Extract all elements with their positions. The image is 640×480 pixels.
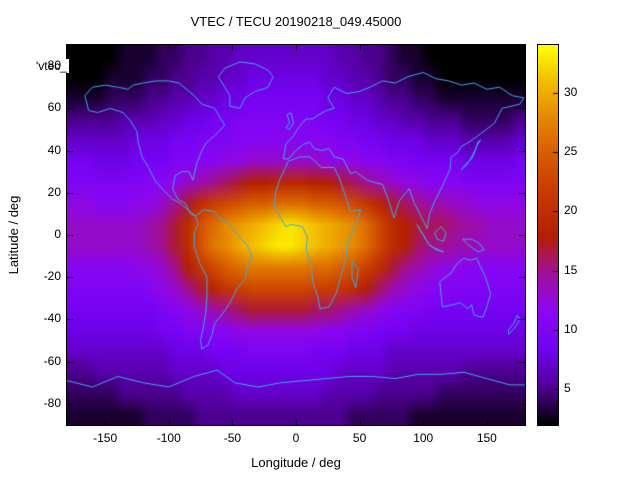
- x-tick-label: -100: [156, 431, 181, 445]
- y-tick-label: 80: [47, 58, 61, 73]
- y-tick-label: 0: [54, 227, 61, 241]
- colorbar-canvas: [538, 45, 558, 425]
- y-tick-label: 40: [47, 142, 61, 157]
- colorbar-tick-label: 15: [564, 262, 578, 277]
- heatmap-canvas: [67, 45, 525, 425]
- chart-title: VTEC / TECU 20190218_049.45000: [190, 14, 402, 29]
- colorbar-tick-label: 20: [564, 203, 578, 218]
- y-tick-label: -40: [43, 311, 61, 326]
- colorbar-tick-label: 30: [564, 84, 578, 99]
- x-tick-label: 150: [476, 431, 497, 445]
- colorbar-tick-label: 25: [564, 143, 578, 158]
- x-tick-label: -50: [223, 431, 242, 445]
- x-tick-label: 50: [352, 431, 367, 445]
- y-tick-label: 60: [47, 100, 61, 115]
- x-tick-label: 0: [292, 431, 300, 445]
- x-tick-label: 100: [413, 431, 434, 445]
- y-tick-label: -80: [43, 395, 61, 410]
- colorbar-tick-label: 10: [564, 322, 578, 336]
- y-axis-label: Latitude / deg: [6, 195, 21, 275]
- y-tick-label: 20: [47, 184, 61, 199]
- key-annotation: 'vtec_: [34, 59, 69, 73]
- x-axis-label: Longitude / deg: [251, 455, 341, 470]
- x-tick-label: -150: [93, 431, 118, 445]
- colorbar-tick-label: 5: [564, 381, 571, 396]
- y-tick-label: -20: [43, 269, 61, 284]
- y-tick-label: -60: [43, 353, 61, 368]
